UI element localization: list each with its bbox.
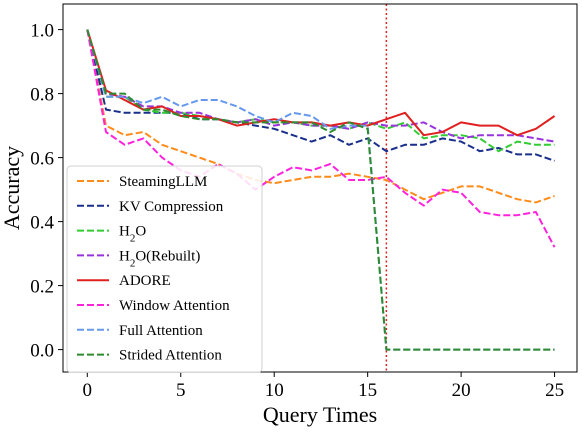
legend-label: Full Attention [119,323,203,339]
series-line-window-attention [86,29,556,248]
x-tick-label: 5 [176,380,186,401]
series-line-steamingllm [86,29,555,204]
legend-label: Strided Attention [119,348,222,364]
legend-label: ADORE [119,273,171,289]
legend-box [66,165,263,373]
series-line-adore [86,29,556,137]
y-tick-label: 0.0 [30,341,54,362]
series-line-h-2-o [86,29,555,153]
series-line-strided-attention [86,29,555,351]
legend-label: H2O(Rebuilt) [119,248,200,269]
legend-label: Window Attention [119,298,230,314]
y-tick-label: 0.6 [30,149,54,170]
x-tick-label: 15 [358,380,377,401]
y-tick-label: 0.8 [30,85,54,106]
legend: SteamingLLM KV Compression H2O H2O(Rebuilt)… [66,165,263,373]
ticks-layer: 0 5 10 15 20 25 0.0 0.2 0.4 0.6 0.8 1.0 [30,21,564,401]
legend-label: KV Compression [119,199,224,215]
x-tick-label: 25 [545,380,564,401]
legend-label: SteamingLLM [119,174,207,190]
y-tick-label: 0.4 [30,213,54,234]
y-tick-label: 0.2 [30,277,54,298]
x-tick-label: 10 [265,380,284,401]
x-tick-label: 0 [83,380,93,401]
y-axis-label: Accuracy [0,146,24,230]
x-tick-label: 20 [452,380,471,401]
series-layer [86,4,556,372]
x-axis-label: Query Times [263,402,377,427]
legend-label: H2O [119,224,146,245]
plot-frame [62,3,578,373]
y-tick-label: 1.0 [30,21,54,42]
